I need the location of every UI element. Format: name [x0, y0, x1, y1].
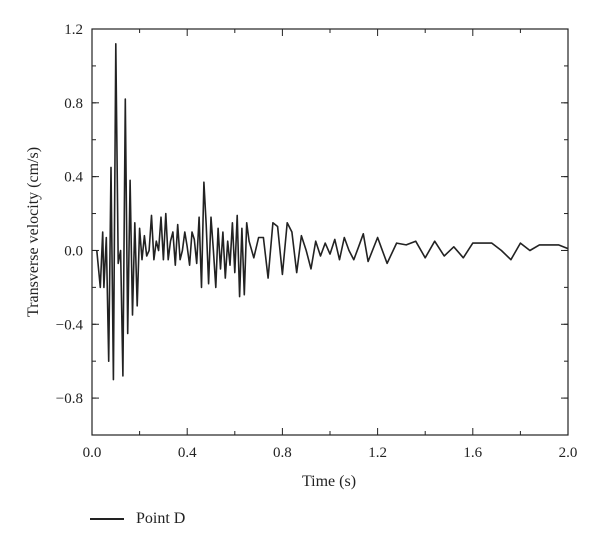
- plot-area: [96, 42, 569, 381]
- y-tick-label: −0.4: [56, 317, 84, 333]
- legend: Point D: [90, 510, 185, 528]
- y-axis-title: Transverse velocity (cm/s): [25, 147, 42, 317]
- x-tick-label: 2.0: [559, 445, 578, 461]
- x-tick-label: 0.4: [178, 445, 197, 461]
- plot-frame: [91, 28, 569, 436]
- legend-label-point-d: Point D: [136, 510, 186, 527]
- legend-line-swatch: [90, 518, 124, 520]
- y-tick-label: 0.4: [64, 170, 83, 186]
- x-tick-label: 1.6: [463, 445, 482, 461]
- axes: 0.0 0.4 0.8 1.2 1.6 2.0 1.2 0.8 0.4 0.0 −0.4 −0.8: [56, 22, 578, 461]
- y-tick-label: 0.8: [64, 96, 83, 112]
- series-line-point-d: [96, 42, 569, 381]
- y-tick-label: −0.8: [56, 391, 83, 407]
- y-tick-label: 0.0: [64, 243, 83, 259]
- x-tick-label: 1.2: [368, 445, 387, 461]
- y-tick-label: 1.2: [64, 22, 83, 38]
- x-tick-label: 0.8: [273, 445, 292, 461]
- x-axis-title: Time (s): [302, 473, 356, 490]
- x-tick-label: 0.0: [83, 445, 102, 461]
